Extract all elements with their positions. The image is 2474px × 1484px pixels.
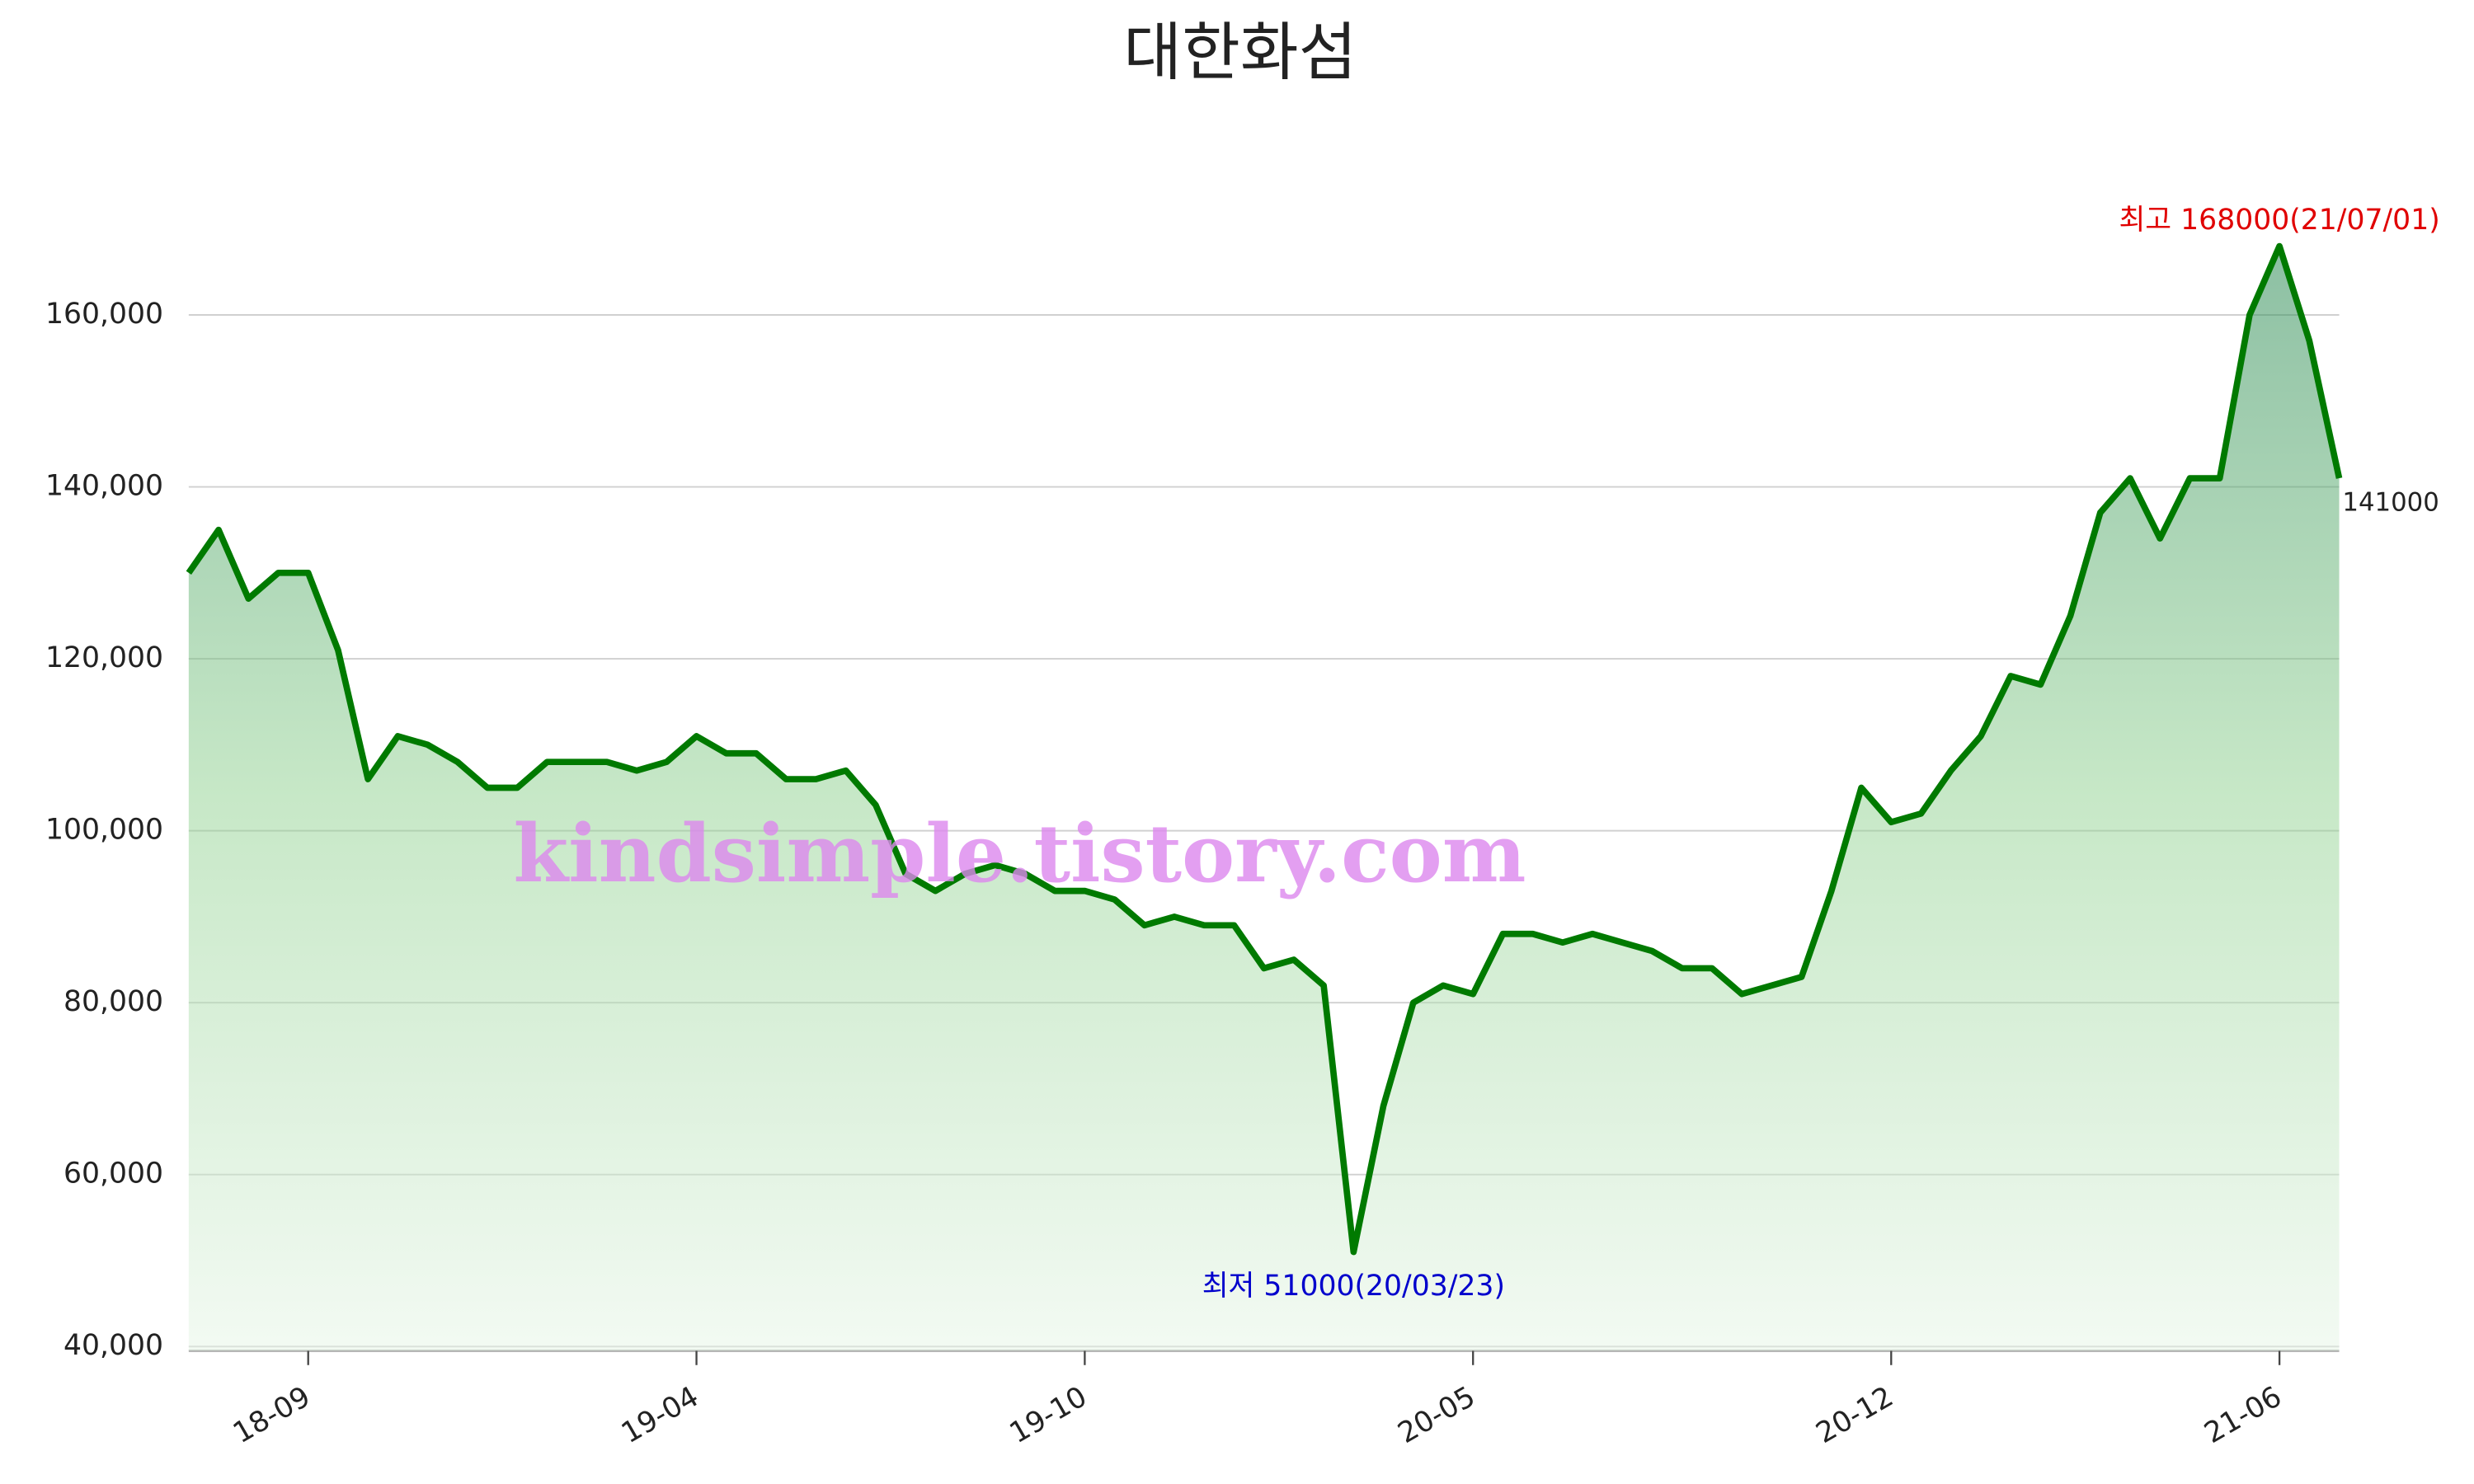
y-tick-label: 60,000 [63, 1158, 163, 1190]
x-tick-label: 20-05 [1393, 1380, 1481, 1450]
x-tick-label: 19-10 [1004, 1380, 1093, 1450]
chart-title: 대한화섬 [1123, 16, 1357, 90]
y-tick-label: 160,000 [45, 298, 163, 331]
x-tick-label: 21-06 [2199, 1380, 2287, 1450]
y-tick-label: 140,000 [45, 470, 163, 503]
x-tick-label: 18-09 [228, 1380, 316, 1450]
last-value-label: 141000 [2342, 487, 2439, 517]
watermark: kindsimple.tistory.com [514, 807, 1526, 900]
price-line [186, 242, 2343, 1256]
y-tick-label: 80,000 [63, 985, 163, 1018]
y-tick-label: 40,000 [63, 1329, 163, 1362]
high-annotation: 최고 168000(21/07/01) [2119, 204, 2439, 237]
area-fill [188, 246, 2340, 1351]
low-annotation: 최저 51000(20/03/23) [1202, 1270, 1505, 1303]
y-tick-label: 100,000 [45, 814, 163, 847]
x-tick-label: 19-04 [616, 1380, 704, 1450]
y-tick-label: 120,000 [45, 641, 163, 674]
x-tick-label: 20-12 [1811, 1380, 1899, 1450]
